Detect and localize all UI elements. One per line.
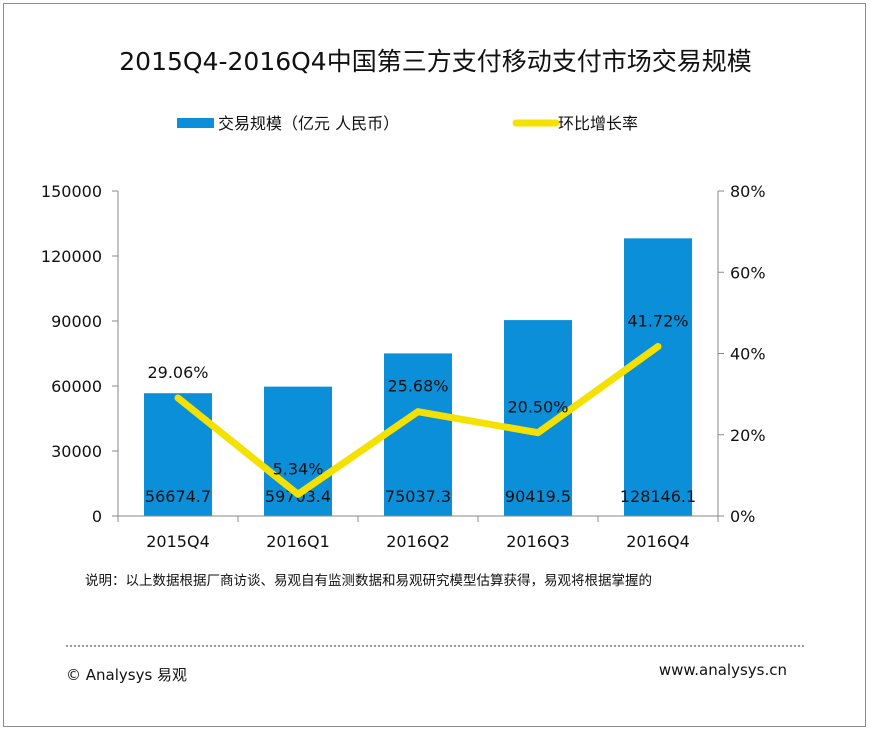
copyright: © Analysys 易观 [66,666,188,684]
line-data-label: 41.72% [627,312,688,331]
line-data-label: 29.06% [147,363,208,382]
y-tick-label-left: 0 [92,507,102,526]
x-tick-label: 2016Q3 [506,532,570,551]
legend-label-bar: 交易规模（亿元 人民币） [218,114,399,133]
legend-swatch-bar [177,118,214,128]
y-tick-label-left: 90000 [51,312,102,331]
y-tick-label-right: 20% [730,426,766,445]
legend-label-line: 环比增长率 [558,114,638,133]
x-tick-label: 2015Q4 [146,532,210,551]
bar [384,353,452,516]
x-tick-label: 2016Q2 [386,532,450,551]
bar-data-label: 128146.1 [620,487,696,506]
frame [3,3,866,727]
x-tick-label: 2016Q4 [626,532,690,551]
line-data-label: 20.50% [507,398,568,417]
bar [624,238,692,517]
line-data-label: 25.68% [387,377,448,396]
y-tick-label-right: 40% [730,345,766,364]
y-tick-label-left: 150000 [41,182,102,201]
chart-title: 2015Q4-2016Q4中国第三方支付移动支付市场交易规模 [119,47,752,76]
y-tick-label-right: 60% [730,263,766,282]
bar-data-label: 56674.7 [145,487,211,506]
y-tick-label-left: 30000 [51,442,102,461]
y-tick-label-left: 120000 [41,247,102,266]
y-tick-label-right: 0% [730,507,755,526]
y-tick-label-right: 80% [730,182,766,201]
website-link[interactable]: www.analysys.cn [658,661,787,679]
bar-data-label: 90419.5 [505,487,571,506]
x-tick-label: 2016Q1 [266,532,330,551]
divider [66,645,804,647]
footnote: 说明：以上数据根据厂商访谈、易观自有监测数据和易观研究模型估算获得，易观将根据掌… [85,573,652,589]
growth-line [174,343,662,498]
bar-data-label: 75037.3 [385,487,451,506]
line-data-label: 5.34% [273,459,324,478]
y-tick-label-left: 60000 [51,377,102,396]
